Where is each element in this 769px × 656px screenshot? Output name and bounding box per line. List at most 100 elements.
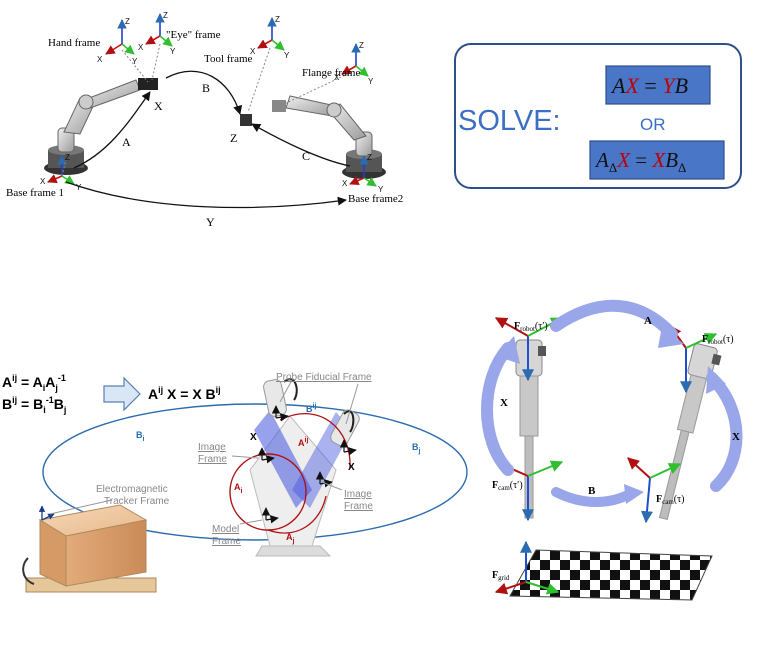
base-frame1-label: Base frame 1 bbox=[6, 187, 64, 199]
tool-frame-label: Tool frame bbox=[204, 53, 253, 65]
probe-triads bbox=[257, 405, 357, 524]
axis-letters: ZX Y ZX Y ZX Y ZX Y ZXY ZXY bbox=[40, 11, 384, 194]
svg-text:Z: Z bbox=[125, 17, 130, 26]
bottom-right-diagram: Frobot(τ′) Frobot(τ) Fcam(τ′) Fcam(τ) Fg… bbox=[481, 299, 743, 601]
label-Aj: Aj bbox=[286, 532, 295, 545]
or-label: OR bbox=[640, 115, 666, 134]
image-frame-left-line2: Frame bbox=[198, 454, 227, 465]
svg-text:Z: Z bbox=[359, 41, 364, 50]
dotted-leaders bbox=[61, 43, 353, 177]
probe-right bbox=[330, 409, 360, 447]
svg-text:X: X bbox=[250, 47, 256, 56]
probe-fiducial-label: Probe Fiducial Frame bbox=[276, 372, 372, 383]
checkerboard-grid bbox=[509, 549, 713, 601]
label-X-right-right: X bbox=[732, 431, 740, 443]
image-frame-right-line2: Frame bbox=[344, 501, 373, 512]
tracker-label-line1: Electromagnetic bbox=[96, 484, 168, 495]
label-F-cam-left: Fcam(τ′) bbox=[492, 480, 523, 492]
label-Ai: Ai bbox=[234, 482, 243, 495]
gray-leaders bbox=[49, 379, 359, 525]
curved-arrow-X-left bbox=[481, 342, 514, 476]
equation-2: AΔX = XBΔ bbox=[594, 148, 686, 175]
tool-right bbox=[658, 343, 722, 521]
label-Bi: Bi bbox=[136, 430, 145, 443]
svg-text:Z: Z bbox=[163, 11, 168, 20]
eye-frame-label: "Eye" frame bbox=[166, 29, 221, 41]
label-point-X: X bbox=[154, 99, 163, 113]
tool-frame-triad bbox=[257, 17, 285, 51]
label-X-right: X bbox=[348, 462, 355, 473]
svg-text:Y: Y bbox=[378, 185, 384, 194]
curved-arrow-A bbox=[550, 299, 678, 340]
bottom-left-diagram: Aij = AiAj-1 Bij = Bi-1Bj Aij X = X Bij bbox=[2, 372, 468, 593]
curved-arrow-B bbox=[551, 487, 635, 507]
label-X-left: X bbox=[250, 432, 257, 443]
solve-title: SOLVE: bbox=[458, 105, 561, 137]
eye-frame-triad bbox=[145, 13, 173, 47]
svg-text:Y: Y bbox=[368, 77, 374, 86]
label-A-right: A bbox=[644, 315, 652, 327]
image-frame-right-line1: Image bbox=[344, 489, 372, 500]
equation-1-box bbox=[605, 65, 711, 105]
image-frame-left-line1: Image bbox=[198, 442, 226, 453]
svg-text:X: X bbox=[97, 55, 103, 64]
base-frame1-triad bbox=[47, 155, 75, 185]
label-A: A bbox=[122, 135, 131, 149]
arc-Aij bbox=[279, 413, 351, 469]
label-F-robot-right: Frobot(τ) bbox=[702, 334, 734, 346]
svg-text:Z: Z bbox=[367, 153, 372, 162]
hand-frame-label: Hand frame bbox=[48, 37, 100, 49]
arrow-C bbox=[251, 123, 351, 167]
svg-text:Y: Y bbox=[132, 57, 138, 66]
tracker-label-line2: Tracker Frame bbox=[104, 496, 170, 507]
tracker-box bbox=[22, 504, 157, 593]
model-frame-line1: Model bbox=[212, 524, 239, 535]
top-left-diagram: Hand frame "Eye" frame Tool frame Flange… bbox=[6, 11, 403, 229]
svg-text:Z: Z bbox=[275, 15, 280, 24]
equation-aij: Aij = AiAj-1 bbox=[2, 373, 66, 393]
label-point-Z: Z bbox=[230, 131, 237, 145]
label-F-cam-right: Fcam(τ) bbox=[656, 494, 684, 506]
svg-text:Y: Y bbox=[284, 51, 290, 60]
curved-arrow-X-right bbox=[706, 372, 743, 492]
equation-solve: Aij X = X Bij bbox=[148, 385, 221, 402]
label-X-right-left: X bbox=[500, 397, 508, 409]
label-F-robot-left: Frobot(τ′) bbox=[514, 321, 548, 333]
arrow-Y bbox=[65, 181, 347, 209]
hand-frame-triad bbox=[105, 19, 135, 55]
arrow-B bbox=[165, 70, 243, 115]
label-B-right: B bbox=[588, 485, 596, 497]
label-Bj: Bj bbox=[412, 442, 421, 455]
tool-left bbox=[515, 339, 546, 519]
label-F-grid: Fgrid bbox=[492, 570, 510, 582]
grid-frame-triad bbox=[494, 540, 560, 595]
label-C: C bbox=[302, 149, 310, 163]
tracker-loop bbox=[42, 403, 468, 541]
flange-frame-label: Flange frame bbox=[302, 67, 360, 79]
model-frame-line2: Frame bbox=[212, 536, 241, 547]
svg-text:Y: Y bbox=[76, 183, 82, 192]
svg-text:X: X bbox=[334, 73, 340, 82]
label-Bij: Bij bbox=[306, 403, 316, 414]
svg-text:Z: Z bbox=[65, 153, 70, 162]
flange-frame-triad bbox=[341, 43, 369, 77]
label-B: B bbox=[202, 81, 210, 95]
beam-left bbox=[254, 410, 312, 508]
equation-bij: Bij = Bi-1Bj bbox=[2, 395, 66, 415]
equation-1: AX = YB bbox=[610, 73, 688, 98]
probe-left bbox=[263, 379, 287, 417]
arrow-A bbox=[73, 91, 151, 169]
solve-box: SOLVE: AX = YB OR AΔX = XBΔ bbox=[454, 43, 742, 189]
label-Aij: Aij bbox=[298, 437, 308, 448]
svg-text:X: X bbox=[342, 179, 348, 188]
svg-text:X: X bbox=[40, 177, 46, 186]
base-frame2-label: Base frame2 bbox=[348, 193, 403, 205]
svg-text:X: X bbox=[138, 43, 144, 52]
svg-text:Y: Y bbox=[170, 47, 176, 56]
cam-frame-right-triad bbox=[627, 457, 682, 524]
implies-arrow bbox=[103, 376, 141, 412]
arc-Aj bbox=[267, 495, 327, 534]
label-Y: Y bbox=[206, 215, 215, 229]
base-frame2-triad bbox=[349, 155, 377, 187]
